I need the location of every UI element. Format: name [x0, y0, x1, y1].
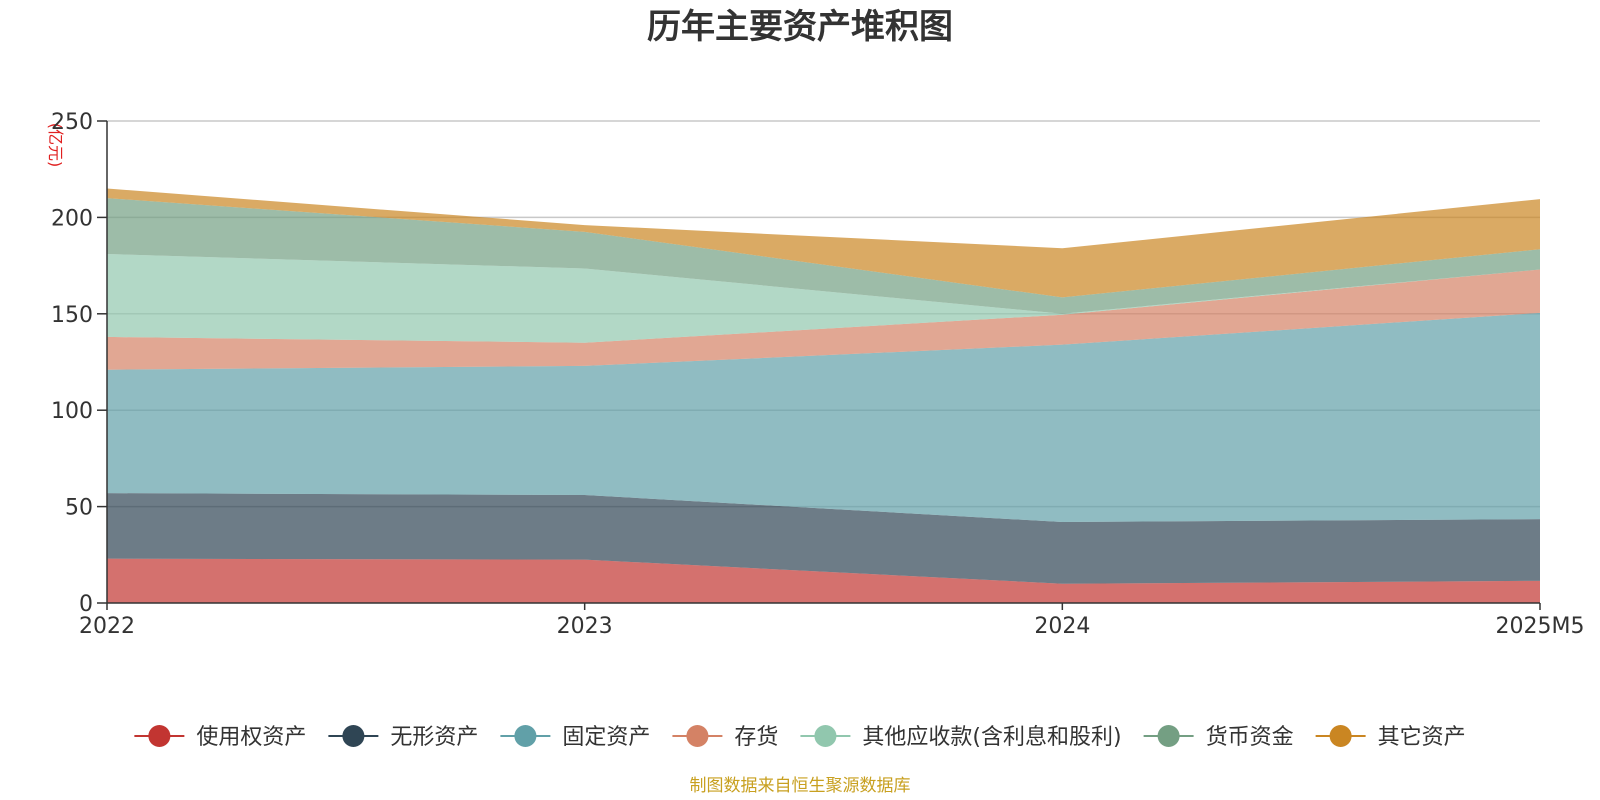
legend-item[interactable]: 使用权资产 — [134, 725, 306, 750]
legend-label: 无形资产 — [390, 725, 478, 750]
legend-item[interactable]: 其它资产 — [1315, 725, 1466, 750]
area-series-1 — [107, 558, 1540, 603]
area-series — [107, 188, 1540, 603]
legend-marker — [514, 725, 537, 747]
legend-item[interactable]: 其他应收款(含利息和股利) — [800, 725, 1122, 750]
legend-marker — [342, 725, 365, 747]
x-tick-label: 2023 — [557, 614, 613, 639]
legend-marker — [814, 725, 837, 747]
legend: 使用权资产 无形资产 固定资产 存货 其他应收款(含利息和股利) 货币资金 其它资产 — [134, 725, 1466, 750]
y-tick-label: 250 — [51, 110, 93, 135]
legend-label: 固定资产 — [562, 725, 650, 750]
legend-item[interactable]: 存货 — [672, 725, 778, 750]
x-tick-label: 2024 — [1034, 614, 1090, 639]
y-tick-label: 50 — [65, 496, 93, 521]
legend-label: 货币资金 — [1206, 725, 1294, 750]
legend-item[interactable]: 固定资产 — [500, 725, 650, 750]
y-axis-unit-label: (亿元) — [46, 123, 65, 168]
legend-marker — [148, 725, 171, 747]
x-tick-label: 2025M5 — [1496, 614, 1585, 639]
legend-marker — [686, 725, 709, 747]
area-series-4 — [107, 269, 1540, 370]
source-note: 制图数据来自恒生聚源数据库 — [690, 776, 911, 796]
legend-marker — [1157, 725, 1180, 747]
y-tick-label: 0 — [79, 592, 93, 617]
y-tick-label: 200 — [51, 206, 93, 231]
legend-label: 其它资产 — [1378, 725, 1466, 750]
legend-label: 使用权资产 — [196, 725, 306, 750]
axes: 0 50 100 150 200 250 2022 2023 2024 2025M5 — [51, 110, 1584, 639]
x-tick-label: 2022 — [79, 614, 135, 639]
area-series-5 — [107, 254, 1540, 343]
legend-item[interactable]: 货币资金 — [1143, 725, 1294, 750]
legend-item[interactable]: 无形资产 — [328, 725, 478, 750]
chart-title: 历年主要资产堆积图 — [647, 7, 953, 47]
legend-label: 存货 — [734, 725, 778, 750]
area-series-6 — [107, 198, 1540, 314]
y-tick-label: 150 — [51, 303, 93, 328]
legend-label: 其他应收款(含利息和股利) — [862, 725, 1121, 750]
area-series-3 — [107, 312, 1540, 523]
area-series-2 — [107, 493, 1540, 584]
y-tick-label: 100 — [51, 399, 93, 424]
legend-marker — [1329, 725, 1352, 747]
area-series-7 — [107, 188, 1540, 298]
